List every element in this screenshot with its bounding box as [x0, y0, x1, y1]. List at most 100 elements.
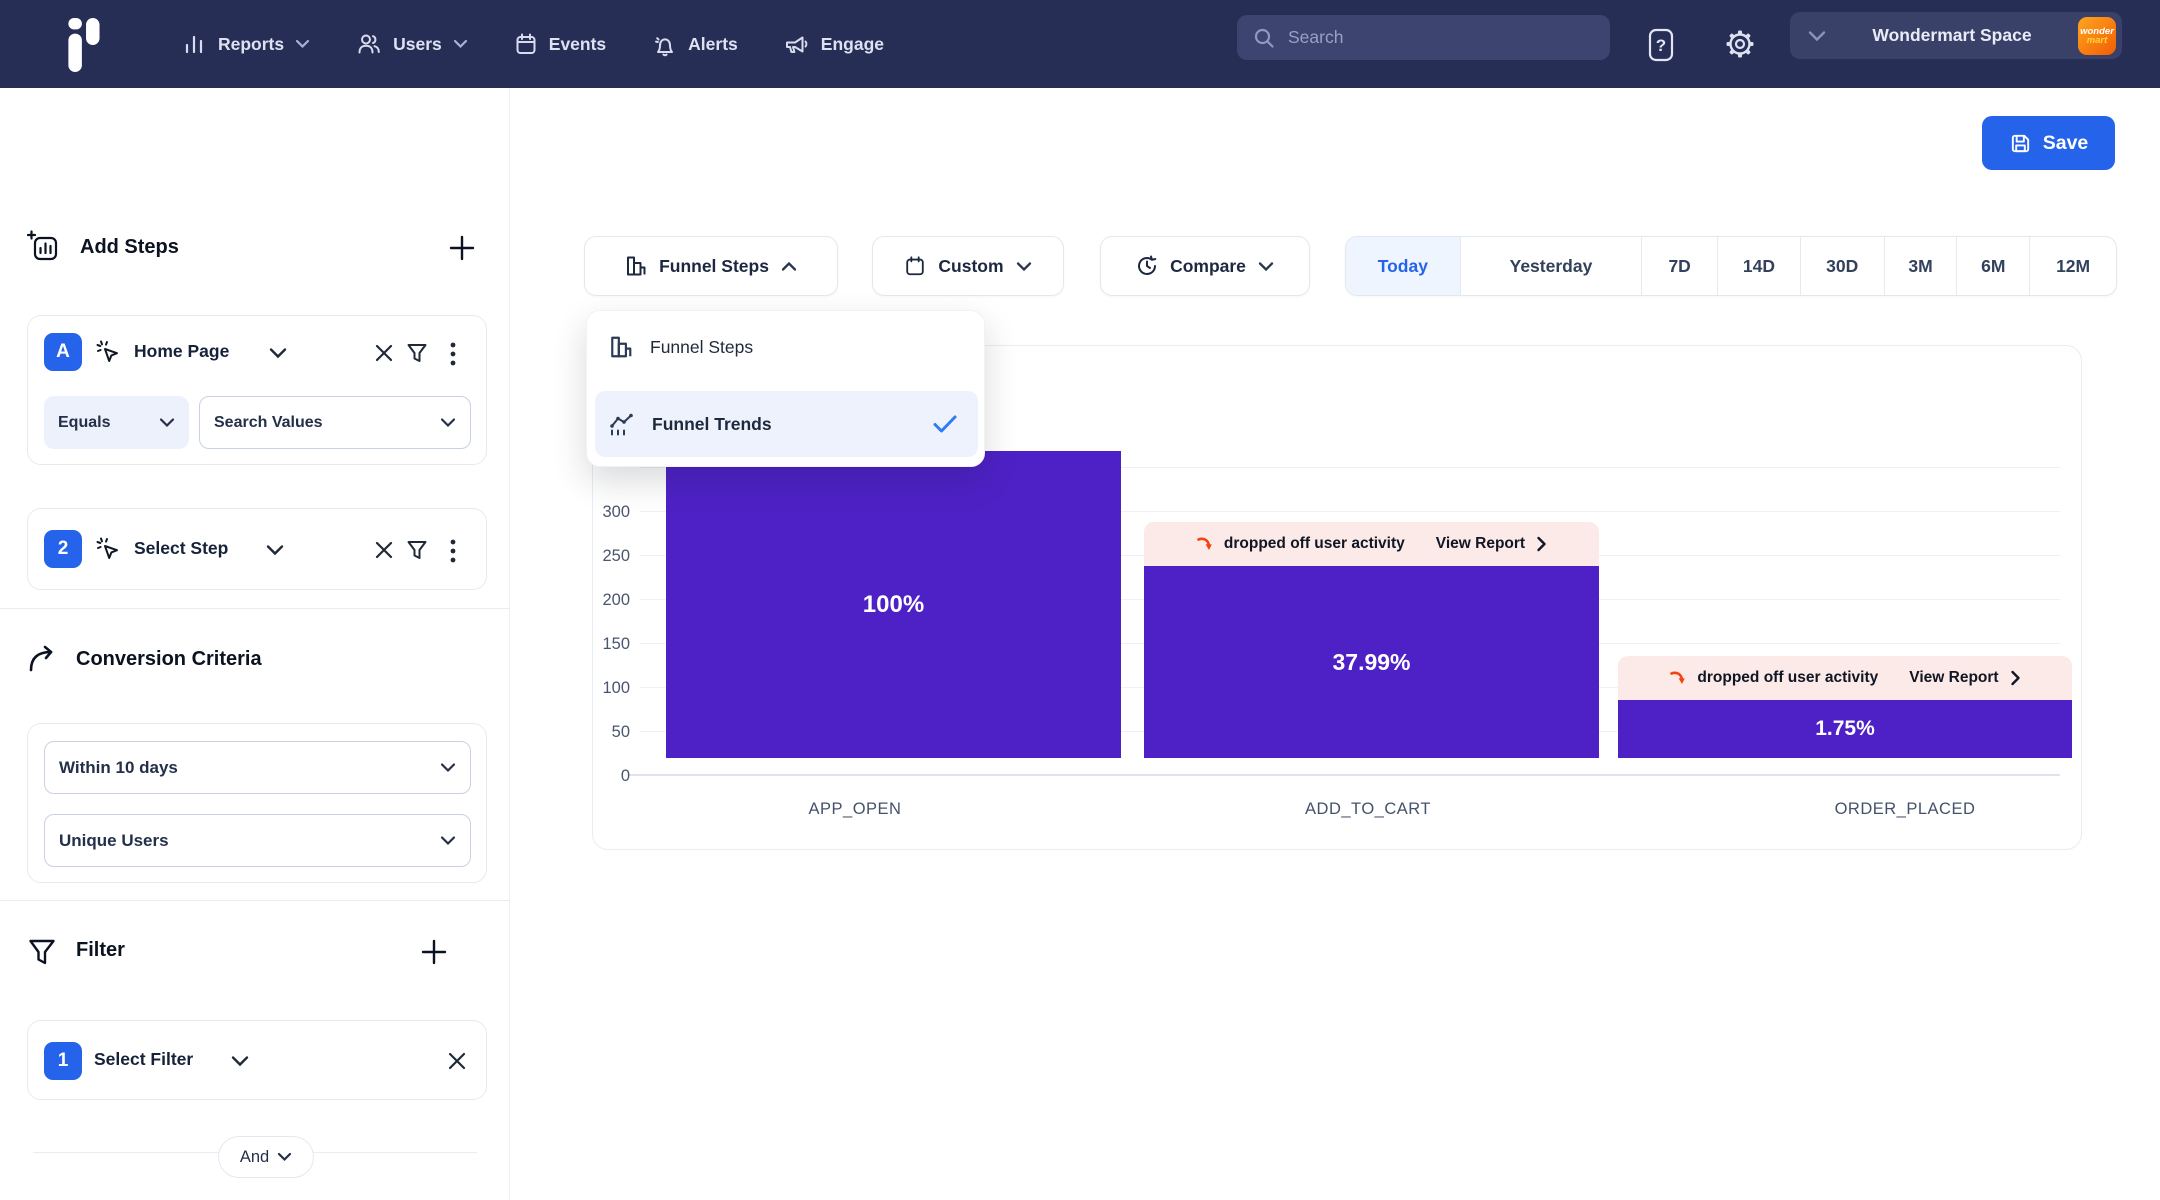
chevron-down-icon [1808, 30, 1826, 42]
funnel-steps-icon [625, 255, 647, 277]
view-report-link[interactable]: View Report [1909, 669, 1999, 686]
config-sidebar: Add Steps A Home Page Equals S [0, 88, 510, 1200]
view-type-label: Funnel Steps [659, 255, 769, 276]
drop-arrow-icon [1196, 536, 1213, 553]
dropoff-badge-order-placed[interactable]: dropped off user activity View Report [1618, 656, 2072, 700]
range-12m[interactable]: 12M [2029, 237, 2116, 295]
chevron-down-icon [295, 39, 310, 49]
chevron-down-icon [159, 418, 175, 428]
svg-text:?: ? [1656, 36, 1666, 55]
funnel-bar-order-placed[interactable]: 1.75% [1618, 700, 2072, 758]
chevron-down-icon [1258, 261, 1274, 271]
chevron-down-icon [1016, 261, 1031, 271]
step-filter-icon[interactable] [406, 342, 428, 364]
filter-badge: 1 [44, 1042, 82, 1080]
save-button[interactable]: Save [1982, 116, 2115, 170]
step-a-badge: A [44, 333, 82, 371]
workspace-selector[interactable]: Wondermart Space wonder mart [1790, 12, 2122, 59]
save-floppy-icon [2009, 132, 2032, 155]
dropoff-badge-add-to-cart[interactable]: dropped off user activity View Report [1144, 522, 1599, 566]
menu-item-funnel-steps[interactable]: Funnel Steps [601, 323, 972, 371]
x-label-app-open: APP_OPEN [808, 800, 902, 818]
add-step-plus-button[interactable] [448, 234, 476, 262]
remove-step-icon[interactable] [373, 342, 395, 364]
bar-percent-label: 37.99% [1332, 648, 1411, 675]
step-filter-icon[interactable] [406, 539, 428, 561]
funnel-bar-add-to-cart[interactable]: 37.99% [1144, 566, 1599, 758]
add-filter-plus-button[interactable] [420, 938, 448, 966]
chevron-down-icon[interactable] [269, 347, 287, 359]
and-connector-select[interactable]: And [218, 1136, 314, 1178]
time-range-segmented-control: Today Yesterday 7D 14D 30D 3M 6M 12M [1345, 236, 2117, 296]
date-range-label: Custom [938, 255, 1004, 276]
sidebar-divider [0, 900, 510, 901]
y-tick-250: 250 [602, 547, 630, 565]
nav-alerts-label: Alerts [688, 33, 738, 54]
search-input-wrapper [1237, 15, 1610, 60]
app-logo[interactable] [66, 18, 104, 72]
sidebar-divider [0, 608, 510, 609]
range-7d[interactable]: 7D [1641, 237, 1717, 295]
nav-events[interactable]: Events [514, 32, 606, 56]
chevron-down-icon [440, 836, 456, 846]
funnel-bar-app-open[interactable]: 100% [666, 451, 1121, 758]
settings-gear-button[interactable] [1720, 24, 1760, 64]
chevron-down-icon[interactable] [266, 544, 284, 556]
nav-users[interactable]: Users [356, 32, 468, 56]
count-by-select[interactable]: Unique Users [44, 814, 471, 867]
nav-alerts[interactable]: Alerts [652, 32, 738, 57]
compare-button[interactable]: Compare [1100, 236, 1310, 296]
range-30d[interactable]: 30D [1799, 237, 1884, 295]
conversion-window-select[interactable]: Within 10 days [44, 741, 471, 794]
y-tick-50: 50 [611, 723, 630, 741]
search-values-select[interactable]: Search Values [199, 396, 471, 449]
help-button[interactable]: ? [1645, 27, 1677, 63]
range-today[interactable]: Today [1346, 237, 1460, 295]
nav-reports-label: Reports [218, 33, 285, 54]
gridline [640, 467, 2060, 468]
compare-label: Compare [1170, 255, 1246, 276]
x-label-order-placed: ORDER_PLACED [1834, 800, 1976, 818]
range-14d[interactable]: 14D [1717, 237, 1800, 295]
y-tick-200: 200 [602, 591, 630, 609]
date-range-button[interactable]: Custom [872, 236, 1064, 296]
step-a-event-label[interactable]: Home Page [134, 341, 230, 361]
view-report-link[interactable]: View Report [1435, 535, 1526, 552]
search-icon [1253, 27, 1275, 49]
range-6m[interactable]: 6M [1956, 237, 2029, 295]
range-3m[interactable]: 3M [1883, 237, 1957, 295]
bar-chart-icon [183, 32, 207, 56]
nav-engage-label: Engage [820, 33, 884, 54]
chevron-down-icon [453, 39, 468, 49]
top-navbar: Reports Users Events [0, 0, 2160, 88]
y-tick-150: 150 [602, 635, 630, 653]
remove-step-icon[interactable] [373, 539, 395, 561]
conversion-window-value: Within 10 days [59, 757, 178, 777]
y-tick-300: 300 [602, 503, 630, 521]
operator-value: Equals [58, 413, 111, 431]
bar-percent-label: 100% [862, 590, 925, 618]
remove-filter-icon[interactable] [446, 1050, 468, 1072]
search-input[interactable] [1288, 27, 1594, 48]
view-type-selector-button[interactable]: Funnel Steps [584, 236, 838, 296]
save-button-label: Save [2042, 131, 2089, 154]
y-tick-100: 100 [602, 679, 630, 697]
menu-item-funnel-trends[interactable]: Funnel Trends [595, 391, 978, 457]
check-icon [932, 414, 958, 434]
bell-icon [652, 32, 677, 57]
operator-select[interactable]: Equals [44, 396, 189, 449]
chevron-right-icon [2010, 670, 2020, 686]
dropoff-text: dropped off user activity [1223, 535, 1405, 552]
nav-reports[interactable]: Reports [183, 32, 310, 56]
calendar-icon [904, 255, 926, 277]
step-kebab-menu-icon[interactable] [449, 538, 457, 564]
users-icon [356, 32, 382, 56]
chevron-down-icon[interactable] [231, 1055, 249, 1067]
step-kebab-menu-icon[interactable] [449, 341, 457, 367]
filter-label[interactable]: Select Filter [94, 1049, 194, 1069]
chevron-up-icon [781, 261, 797, 271]
step-2-event-label[interactable]: Select Step [134, 538, 229, 558]
megaphone-icon [784, 32, 810, 56]
range-yesterday[interactable]: Yesterday [1459, 237, 1642, 295]
nav-engage[interactable]: Engage [784, 32, 884, 56]
